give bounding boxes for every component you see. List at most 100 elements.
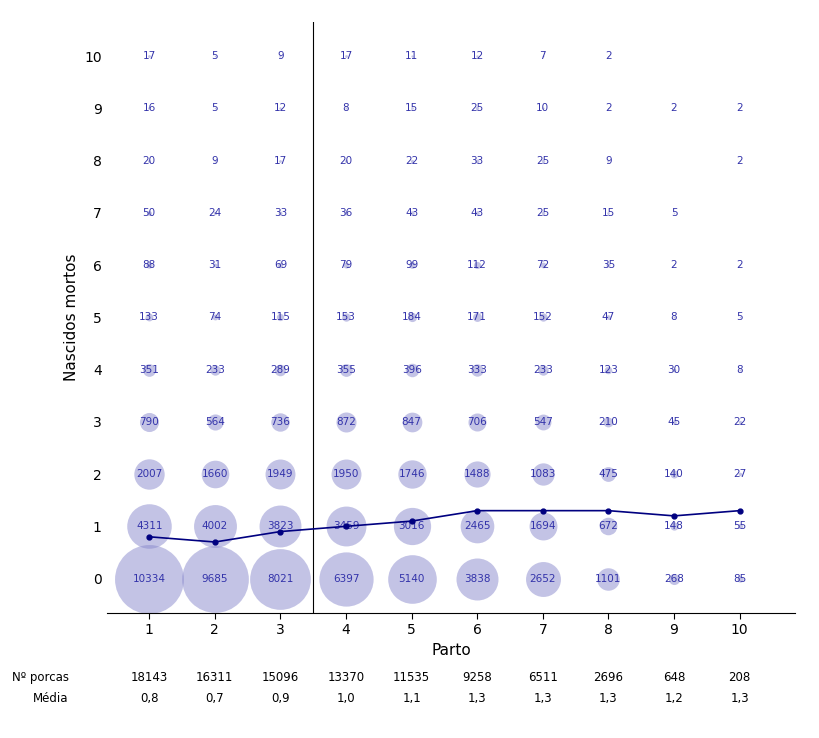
Text: 13370: 13370 (327, 671, 364, 684)
Text: 333: 333 (467, 365, 486, 375)
Text: 736: 736 (270, 417, 290, 427)
Text: 1,0: 1,0 (337, 692, 355, 705)
Point (732, 416, 745, 428)
Point (143, 520, 156, 532)
Text: 208: 208 (727, 671, 750, 684)
Point (405, 416, 418, 428)
Point (470, 207, 483, 218)
Point (601, 311, 614, 323)
Point (732, 259, 745, 271)
Point (732, 573, 745, 584)
Text: 79: 79 (339, 260, 352, 270)
Point (274, 259, 287, 271)
Text: Nº porcas: Nº porcas (11, 671, 69, 684)
Point (339, 416, 352, 428)
Point (143, 155, 156, 167)
Point (405, 155, 418, 167)
Point (208, 50, 221, 62)
Text: 20: 20 (143, 156, 156, 165)
Text: 1,2: 1,2 (664, 692, 682, 705)
Text: 1,3: 1,3 (533, 692, 551, 705)
Text: 12: 12 (274, 103, 287, 114)
Text: 140: 140 (663, 469, 683, 479)
Text: 3838: 3838 (464, 573, 490, 584)
Text: 0,7: 0,7 (206, 692, 224, 705)
Text: 2: 2 (735, 156, 742, 165)
Text: 1083: 1083 (529, 469, 555, 479)
Point (405, 259, 418, 271)
Point (732, 364, 745, 376)
Point (470, 573, 483, 584)
Point (208, 259, 221, 271)
Text: 171: 171 (467, 312, 486, 323)
Text: 268: 268 (663, 573, 683, 584)
Point (601, 155, 614, 167)
Point (536, 259, 549, 271)
Point (470, 259, 483, 271)
Point (405, 311, 418, 323)
Point (208, 364, 221, 376)
Text: 9685: 9685 (201, 573, 228, 584)
Point (405, 103, 418, 114)
Point (405, 207, 418, 218)
Y-axis label: Nascidos mortos: Nascidos mortos (64, 254, 79, 381)
Text: 2465: 2465 (464, 521, 490, 531)
Text: 5: 5 (211, 103, 218, 114)
Point (601, 520, 614, 532)
Point (405, 573, 418, 584)
Text: 17: 17 (339, 51, 352, 61)
Text: 233: 233 (205, 365, 224, 375)
Text: 355: 355 (336, 365, 355, 375)
Text: 11535: 11535 (392, 671, 430, 684)
Point (667, 207, 680, 218)
Text: 11: 11 (405, 51, 418, 61)
Text: 22: 22 (405, 156, 418, 165)
Point (143, 311, 156, 323)
Text: 1,1: 1,1 (402, 692, 420, 705)
Point (470, 103, 483, 114)
Text: 7: 7 (539, 51, 545, 61)
Point (536, 207, 549, 218)
Point (208, 573, 221, 584)
Text: 5: 5 (735, 312, 742, 323)
Text: 564: 564 (205, 417, 224, 427)
Point (339, 573, 352, 584)
Text: 1101: 1101 (595, 573, 621, 584)
Point (470, 364, 483, 376)
Text: 8: 8 (342, 103, 349, 114)
Text: 706: 706 (467, 417, 486, 427)
Text: 3823: 3823 (267, 521, 293, 531)
Text: 0,9: 0,9 (271, 692, 289, 705)
Text: 31: 31 (208, 260, 221, 270)
Text: 6511: 6511 (527, 671, 557, 684)
Text: 648: 648 (662, 671, 685, 684)
Text: 22: 22 (732, 417, 745, 427)
Point (143, 207, 156, 218)
Point (274, 155, 287, 167)
Point (143, 103, 156, 114)
Text: 74: 74 (208, 312, 221, 323)
Point (339, 520, 352, 532)
Text: 9: 9 (211, 156, 218, 165)
Point (339, 311, 352, 323)
Point (601, 207, 614, 218)
Text: 148: 148 (663, 521, 683, 531)
Text: 24: 24 (208, 208, 221, 218)
Point (667, 259, 680, 271)
Point (339, 259, 352, 271)
Point (470, 468, 483, 480)
Text: 396: 396 (401, 365, 421, 375)
Point (667, 364, 680, 376)
Text: 30: 30 (667, 365, 680, 375)
Text: 99: 99 (405, 260, 418, 270)
Point (536, 50, 549, 62)
Point (536, 311, 549, 323)
Point (274, 103, 287, 114)
Text: 47: 47 (601, 312, 614, 323)
Point (339, 103, 352, 114)
Text: 3459: 3459 (333, 521, 359, 531)
Point (405, 364, 418, 376)
Text: 36: 36 (339, 208, 352, 218)
Text: 1,3: 1,3 (599, 692, 617, 705)
Point (601, 468, 614, 480)
